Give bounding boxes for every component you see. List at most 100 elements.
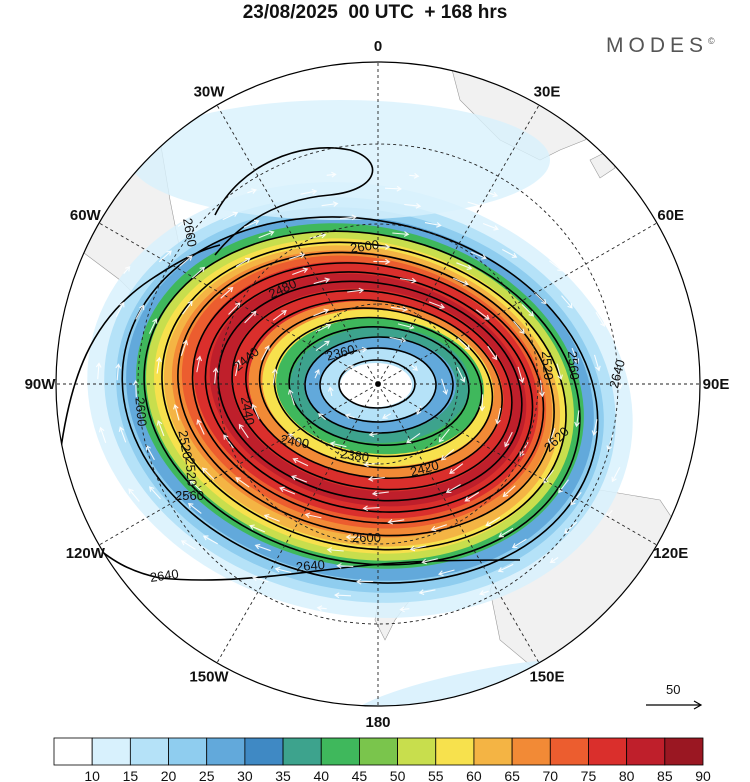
wind-vector [260,345,270,361]
contour-label: 2520 [539,350,556,380]
wind-vector [596,282,608,296]
copyright-mark: © [708,36,715,46]
wind-vector [289,252,306,260]
contour-label: 2600 [132,397,149,427]
wind-vector [487,345,498,361]
wind-vector [201,467,215,480]
contour-2600 [161,241,567,551]
wind-vector [117,502,125,511]
wind-vector [549,557,559,563]
colorbar-tick-label: 60 [466,768,482,782]
meridian-label: 30E [534,83,561,100]
colorbar-swatch [129,737,169,766]
wind-vector [479,394,486,412]
contour-2660 [214,147,374,256]
wind-vector [561,295,573,309]
wind-vector [287,388,295,406]
wind-vector [345,534,363,540]
wind-vector [488,191,499,198]
wind-vector [387,518,405,525]
wind-vector [404,202,422,209]
wind-vector [410,363,419,371]
contour-2540 [204,271,534,513]
wind-vector [409,172,420,179]
wind-vector [156,419,165,437]
wind-vector [445,484,461,494]
wind-vector [334,592,352,599]
colorbar-swatch [282,737,322,766]
wind-vector [591,419,598,436]
contour-2560 [191,262,545,524]
wind-vector [191,266,206,279]
wind-vector [517,366,525,384]
wind-vector [611,466,621,483]
graticule [56,62,700,706]
wind-vector [326,171,337,178]
wind-vector [498,527,514,538]
colorbar-swatch [53,737,93,766]
wind-vector [418,589,436,596]
wind-vector [313,277,331,285]
colorbar-swatch [244,737,284,766]
wind-vector [187,502,202,514]
contour-2400 [304,336,454,434]
wind-vector [292,457,309,467]
map-boundary [55,61,701,707]
wind-vector [421,558,438,565]
wind-vector [502,249,518,258]
wind-vector [456,262,473,270]
wind-vector [347,287,365,294]
colorbar-tick-label: 90 [695,768,711,782]
wind-vector [238,423,249,439]
wind-vector [470,251,487,260]
colorbar-tick-label: 55 [428,768,444,782]
wind-vector [402,387,409,398]
contour-label: 2600 [352,530,381,545]
colorbar-swatch [397,737,437,766]
meridian-label: 180 [365,714,390,731]
wind-vector [196,355,203,373]
wind-vector [629,341,638,358]
wind-vector [441,378,449,396]
wind-vector [382,413,392,419]
wind-vector [243,219,260,228]
wind-vector [95,362,102,380]
height-contours [59,147,599,584]
wind-vector [606,434,614,452]
wind-vector [272,310,287,321]
wind-vector [173,403,180,421]
wind-vector [571,347,580,365]
wind-vector [98,426,107,443]
wind-vector [314,369,320,379]
contour-label: 2420 [409,457,441,479]
brand-name: MODES [606,34,709,57]
wind-vector [504,431,513,448]
contour-label: 2440 [238,395,258,426]
colorbar-swatch [206,737,246,766]
colorbar-tick-label: 75 [581,768,597,782]
shade-outer-band [130,100,550,220]
wind-vector [641,453,648,464]
contour-2640 [121,216,599,584]
colorbar-tick-label: 70 [543,768,559,782]
wind-vector [180,339,189,356]
wind-vector [321,201,339,207]
wind-vector [464,491,480,502]
wind-vector [521,304,535,317]
wind-vector [457,337,471,351]
wind-vector [502,485,516,498]
wind-vector [373,258,391,265]
wind-vector [456,366,466,383]
colorbar-tick-label: 15 [123,768,139,782]
meridian-label: 0 [374,38,382,55]
reference-vector: 50 [646,682,703,710]
wind-vector [169,552,179,558]
wind-vector [288,433,303,445]
contour-label-group: 2660 2600 2480 2440 2360 2440 2400 2380 … [132,217,628,585]
wind-vector [316,605,327,612]
contour-2620 [143,230,581,566]
latitude-circle-2 [217,223,539,545]
colorbar-tick-label: 50 [390,768,406,782]
contour-label: 2520 [182,457,199,487]
